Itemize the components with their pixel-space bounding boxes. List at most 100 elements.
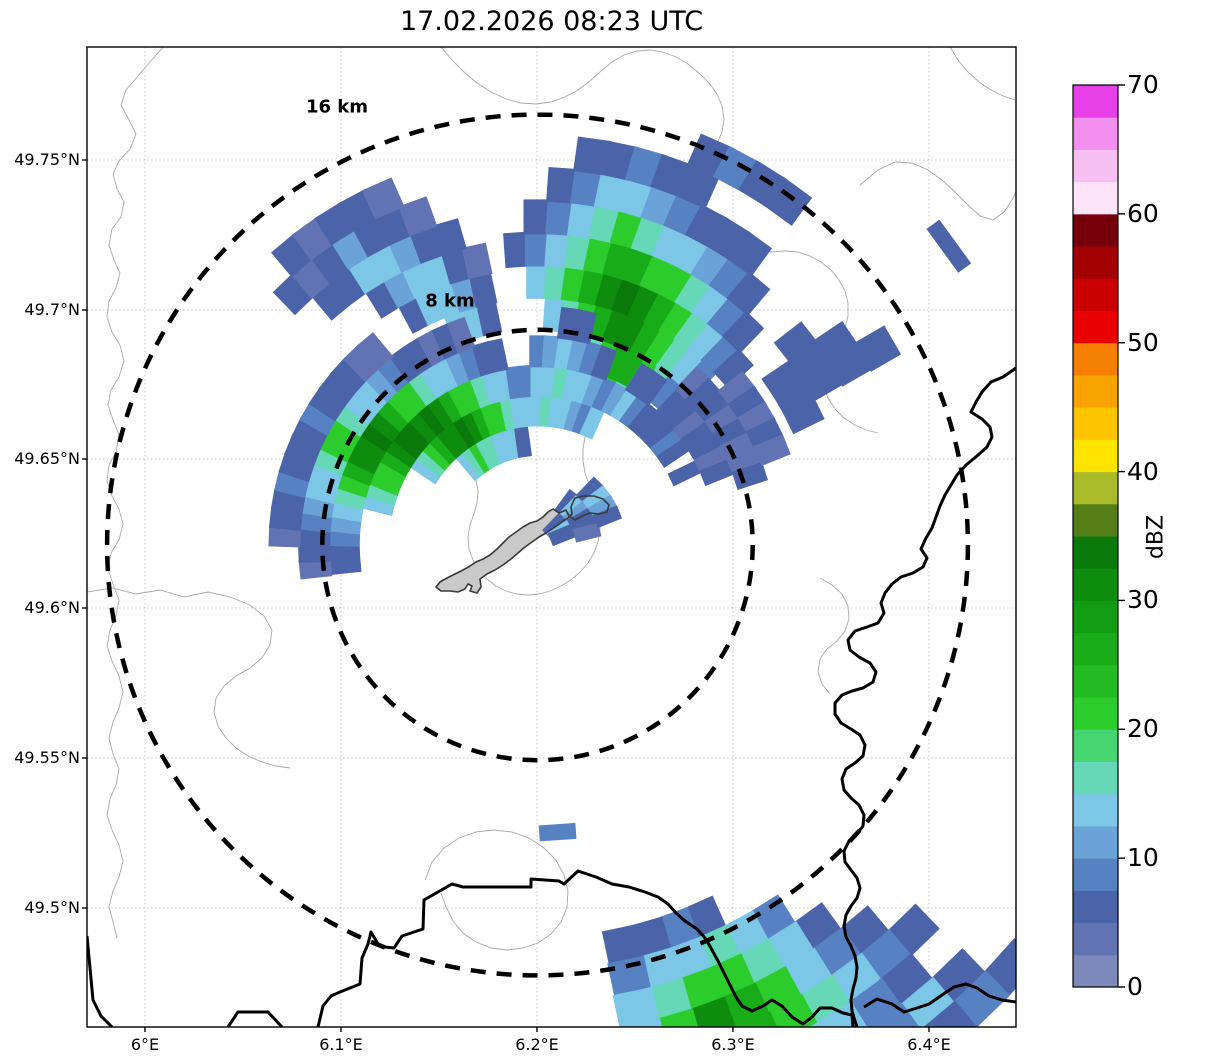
colorbar-band bbox=[1073, 278, 1118, 311]
radar-bin bbox=[420, 439, 455, 471]
radar-bin bbox=[712, 348, 754, 389]
radar-bin bbox=[610, 388, 639, 424]
radar-bin bbox=[378, 448, 413, 478]
radar-bin bbox=[762, 176, 813, 226]
radar-bin bbox=[655, 388, 690, 423]
radar-bin bbox=[687, 433, 724, 464]
radar-bin bbox=[761, 359, 805, 400]
radar-bin bbox=[308, 385, 348, 422]
radar-bin bbox=[860, 1003, 923, 1027]
radar-bin bbox=[325, 417, 363, 450]
radar-bin bbox=[717, 371, 756, 408]
admin-boundary-line bbox=[106, 47, 164, 939]
y-axis-tick-label: 49.6°N bbox=[24, 598, 80, 617]
radar-bin bbox=[656, 438, 691, 468]
radar-bin bbox=[772, 377, 816, 417]
colorbar-tick-label: 70 bbox=[1127, 70, 1159, 99]
colorbar-band bbox=[1073, 697, 1118, 730]
radar-bin bbox=[799, 360, 844, 402]
colorbar-band bbox=[1073, 664, 1118, 698]
colorbar-band bbox=[1073, 374, 1118, 408]
radar-bin bbox=[364, 278, 403, 319]
x-axis-tick-label: 6.3°E bbox=[711, 1035, 755, 1054]
colorbar-band bbox=[1073, 632, 1118, 666]
colorbar-tick-label: 0 bbox=[1127, 972, 1143, 1001]
x-axis-tick-label: 6.4°E bbox=[907, 1035, 951, 1054]
radar-bin bbox=[402, 337, 436, 375]
radar-bin bbox=[773, 321, 819, 365]
radar-bin bbox=[284, 434, 322, 467]
radar-bin bbox=[699, 458, 735, 487]
radar-bin bbox=[485, 338, 509, 373]
colorbar-band bbox=[1073, 342, 1118, 376]
map-layers bbox=[87, 47, 1016, 1027]
radar-bin bbox=[319, 371, 358, 408]
radar-bin bbox=[376, 398, 411, 433]
colorbar-band bbox=[1073, 536, 1118, 569]
radar-bin bbox=[727, 385, 767, 422]
radar-bin bbox=[367, 471, 403, 497]
radar-bin bbox=[529, 335, 546, 368]
colorbar-band bbox=[1073, 568, 1118, 601]
radar-bin bbox=[693, 445, 730, 475]
radar-bin bbox=[642, 419, 677, 452]
radar-bin bbox=[657, 262, 696, 306]
radar-bin bbox=[926, 219, 972, 273]
country-border-line bbox=[833, 366, 1016, 1027]
radar-bin bbox=[667, 459, 703, 487]
radar-bin bbox=[571, 369, 594, 405]
radar-bin bbox=[367, 409, 403, 443]
radar-bin bbox=[376, 355, 412, 393]
radar-bin bbox=[312, 446, 349, 477]
radar-bin bbox=[398, 196, 438, 237]
radar-bin bbox=[726, 230, 773, 277]
radar-bin bbox=[361, 494, 396, 516]
radar-bin bbox=[382, 268, 420, 309]
country-border-line bbox=[316, 869, 855, 1027]
radar-bin bbox=[431, 356, 462, 392]
colorbar-tick-label: 40 bbox=[1127, 456, 1159, 486]
radar-bin bbox=[398, 419, 433, 452]
colorbar-band bbox=[1073, 471, 1118, 505]
radar-bin bbox=[443, 419, 474, 454]
country-border-line bbox=[226, 1010, 284, 1027]
colorbar-tick-label: 60 bbox=[1127, 198, 1159, 228]
radar-bin bbox=[854, 325, 902, 372]
radar-bin bbox=[408, 455, 444, 485]
radar-bin bbox=[674, 272, 715, 316]
colorbar-band bbox=[1073, 213, 1118, 247]
radar-bin bbox=[457, 377, 484, 413]
colorbar-band bbox=[1073, 85, 1118, 118]
radar-bin bbox=[581, 373, 606, 409]
radar-bin bbox=[618, 395, 650, 430]
radar-bin bbox=[603, 343, 634, 383]
radar-bin bbox=[575, 476, 604, 506]
radar-bin bbox=[425, 395, 457, 430]
radar-bin bbox=[446, 382, 475, 418]
country-border-line bbox=[87, 935, 114, 1027]
radar-bin bbox=[469, 373, 494, 409]
radar-bin bbox=[545, 199, 576, 236]
radar-bin bbox=[547, 523, 578, 547]
radar-bin bbox=[427, 431, 461, 465]
colorbar-axis-label: dBZ bbox=[1143, 514, 1169, 560]
colorbar-band bbox=[1073, 149, 1118, 183]
radar-bin bbox=[359, 420, 395, 453]
plot-title: 17.02.2026 08:23 UTC bbox=[399, 6, 704, 37]
y-axis-tick-label: 49.7°N bbox=[24, 300, 80, 319]
radar-bin bbox=[372, 459, 408, 487]
radar-bin bbox=[414, 287, 449, 326]
radar-bin bbox=[333, 403, 371, 437]
colorbar-band bbox=[1073, 181, 1118, 215]
radar-bin bbox=[361, 177, 405, 220]
radar-bin bbox=[913, 1000, 978, 1027]
radar-bin bbox=[389, 345, 424, 383]
radar-bin bbox=[517, 364, 535, 398]
reflectivity-bins bbox=[268, 133, 1016, 1027]
radar-bin bbox=[671, 233, 713, 278]
radar-bin bbox=[446, 316, 476, 354]
radar-bin bbox=[700, 335, 741, 376]
radar-bin bbox=[503, 231, 531, 269]
radar-bin bbox=[721, 310, 765, 354]
